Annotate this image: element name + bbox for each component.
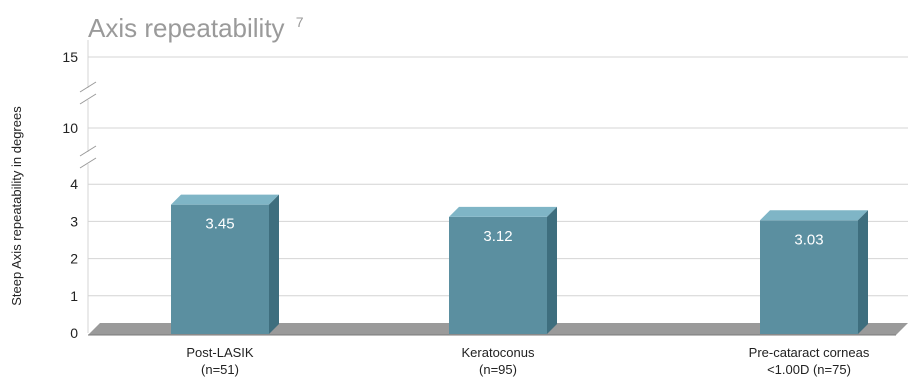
bar-side-face xyxy=(269,194,279,334)
bar xyxy=(449,216,547,334)
x-tick-label: Keratoconus xyxy=(462,345,535,360)
bar-top-face xyxy=(449,206,557,217)
x-tick-label: <1.00D (n=75) xyxy=(767,362,851,377)
x-tick-label: (n=51) xyxy=(201,362,239,377)
data-label: 3.45 xyxy=(205,216,234,233)
bar xyxy=(171,204,269,334)
y-tick-label: 1 xyxy=(70,288,78,304)
bar-top-face xyxy=(171,194,279,205)
data-label: 3.03 xyxy=(794,231,823,248)
axis-break-mark xyxy=(79,157,97,169)
y-tick-label: 4 xyxy=(70,176,78,192)
chart-title: Axis repeatability 7 xyxy=(88,13,304,43)
category-labels: Post-LASIK (n=51) Keratoconus (n=95) Pre-cat… xyxy=(186,345,869,377)
x-tick-label: Post-LASIK xyxy=(186,345,254,360)
x-tick-label: Pre-cataract corneas xyxy=(749,345,870,360)
y-tick-labels: 0 1 2 3 4 10 15 xyxy=(62,49,78,341)
y-tick-label: 0 xyxy=(70,325,78,341)
bar xyxy=(760,220,858,334)
axis-break-mark xyxy=(79,93,97,105)
y-axis-label: Steep Axis repeatability in degrees xyxy=(9,106,24,306)
y-tick-label: 10 xyxy=(62,120,78,136)
bar-top-face xyxy=(760,210,868,221)
y-tick-label: 2 xyxy=(70,251,78,267)
bar-side-face xyxy=(547,206,557,334)
x-tick-label: (n=95) xyxy=(479,362,517,377)
axis-break-mark xyxy=(79,145,97,157)
data-label: 3.12 xyxy=(483,228,512,245)
bars: 3.45 3.12 3.03 xyxy=(171,194,868,334)
y-tick-label: 15 xyxy=(62,49,78,65)
axis-breaks xyxy=(79,81,97,169)
bar-side-face xyxy=(858,210,868,334)
axis-break-mark xyxy=(79,81,97,93)
y-tick-label: 3 xyxy=(70,213,78,229)
